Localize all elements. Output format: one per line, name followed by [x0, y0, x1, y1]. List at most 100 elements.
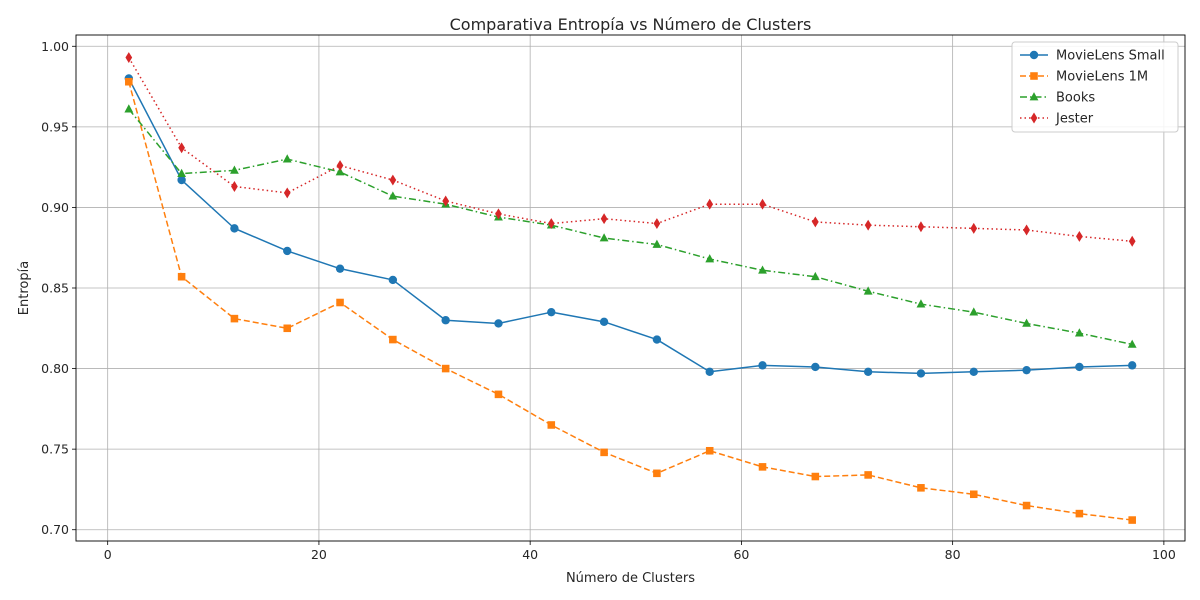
data-point	[1127, 339, 1137, 348]
data-point	[759, 198, 766, 210]
data-point	[1022, 318, 1031, 327]
data-point	[495, 208, 502, 220]
x-tick-label: 20	[311, 547, 327, 562]
data-point	[1074, 328, 1084, 337]
data-point	[230, 314, 239, 323]
data-point	[1023, 224, 1030, 236]
x-axis: 0 20 40 60 80 100	[104, 541, 1176, 562]
data-point	[389, 174, 397, 186]
x-axis-label: Número de Clusters	[566, 571, 695, 586]
data-point	[864, 219, 872, 231]
data-point	[177, 175, 186, 185]
data-point	[810, 271, 820, 281]
data-point	[442, 195, 450, 207]
data-point	[547, 307, 556, 317]
legend-label: Books	[1056, 91, 1095, 106]
y-tick-label: 0.85	[41, 281, 69, 296]
data-point	[916, 369, 926, 378]
data-point	[917, 484, 925, 492]
data-point	[969, 367, 978, 376]
y-tick-label: 0.75	[41, 442, 69, 457]
data-point	[177, 272, 186, 281]
data-point	[1022, 501, 1031, 510]
data-point	[230, 165, 239, 174]
data-point	[547, 421, 556, 429]
series-layer	[124, 52, 1137, 524]
legend-item: Jester	[1020, 112, 1094, 127]
x-tick-label: 60	[733, 547, 749, 562]
data-point	[124, 104, 134, 113]
data-point	[1022, 365, 1031, 375]
data-point	[125, 77, 133, 86]
data-point	[494, 390, 503, 399]
data-point	[969, 490, 978, 499]
y-axis: 0.70 0.75 0.80 0.85 0.90 0.95 1.00	[41, 39, 76, 537]
data-point	[863, 286, 873, 295]
data-point	[283, 246, 292, 256]
legend-item: MovieLens 1M	[1020, 70, 1148, 85]
data-point	[916, 299, 926, 308]
series-2	[125, 77, 1136, 524]
series-4	[125, 52, 1136, 247]
grid	[76, 35, 1185, 541]
data-point	[335, 264, 345, 273]
y-axis-label: Entropía	[17, 261, 32, 315]
legend-box	[1011, 41, 1179, 133]
legend-label: MovieLens Small	[1056, 49, 1165, 64]
data-point	[758, 361, 767, 370]
legend-marker	[1029, 50, 1039, 60]
data-point	[863, 367, 873, 376]
data-point	[652, 335, 662, 344]
data-point	[653, 469, 661, 478]
legend-item: Books	[1020, 91, 1095, 106]
y-tick-label: 0.80	[41, 361, 69, 376]
data-point	[547, 218, 555, 230]
series-1	[124, 74, 1137, 378]
y-tick-label: 0.95	[41, 119, 69, 134]
legend-marker	[1030, 72, 1038, 80]
data-point	[282, 154, 292, 163]
data-point	[811, 362, 820, 372]
data-point	[178, 142, 185, 154]
data-point	[231, 181, 238, 192]
data-point	[1076, 230, 1083, 242]
data-point	[1128, 235, 1136, 247]
y-tick-label: 0.70	[41, 522, 69, 537]
series-line	[128, 57, 1133, 243]
data-point	[441, 364, 450, 373]
data-point	[758, 463, 767, 471]
data-point	[494, 319, 503, 328]
x-tick-label: 40	[522, 547, 538, 562]
data-point	[389, 335, 397, 344]
x-tick-label: 80	[945, 547, 961, 562]
data-point	[125, 52, 133, 64]
chart-title: Comparativa Entropía vs Número de Cluste…	[450, 15, 812, 34]
x-tick-label: 0	[104, 547, 112, 562]
data-point	[652, 239, 662, 248]
data-point	[811, 472, 820, 481]
legend-label: Jester	[1055, 112, 1094, 127]
data-point	[177, 168, 187, 177]
data-point	[705, 367, 714, 376]
data-point	[706, 198, 714, 210]
data-point	[705, 254, 715, 263]
y-tick-label: 1.00	[41, 39, 69, 54]
data-point	[1128, 516, 1136, 524]
data-point	[336, 298, 344, 307]
data-point	[600, 213, 608, 225]
data-point	[283, 324, 292, 333]
series-line	[128, 108, 1133, 346]
series-3	[124, 104, 1137, 348]
data-point	[441, 316, 450, 325]
data-point	[1127, 361, 1137, 370]
legend: MovieLens Small MovieLens 1M Books Jester	[1011, 41, 1179, 133]
legend-marker	[1030, 112, 1038, 124]
data-point	[230, 224, 239, 233]
data-point	[1075, 362, 1084, 372]
x-tick-label: 100	[1152, 547, 1176, 562]
data-point	[970, 222, 978, 234]
series-line	[128, 81, 1133, 521]
series-line	[128, 78, 1133, 375]
data-point	[917, 221, 925, 233]
